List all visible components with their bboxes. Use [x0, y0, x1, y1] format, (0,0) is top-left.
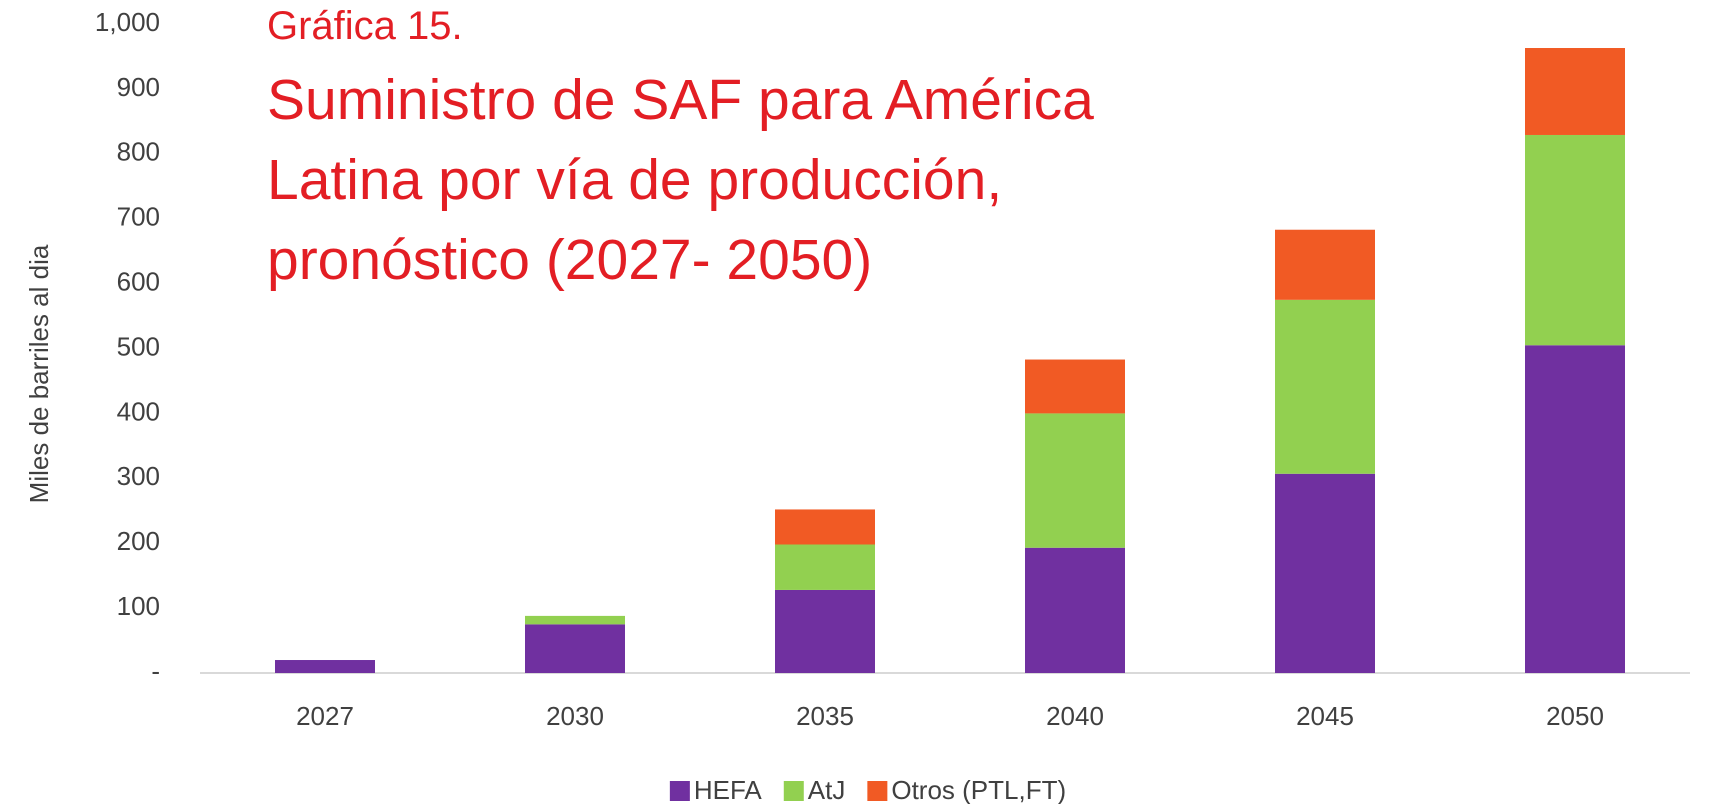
y-tick-label: 200 — [117, 526, 160, 556]
legend-label: AtJ — [808, 775, 846, 804]
bar-segment — [1525, 134, 1625, 346]
bar-segment — [1025, 547, 1125, 673]
x-tick-label: 2035 — [796, 701, 854, 731]
bar-segment — [1025, 359, 1125, 414]
bar-segment — [1275, 299, 1375, 474]
bar-segment — [525, 615, 625, 625]
legend-swatch — [783, 781, 804, 801]
x-tick-label: 2027 — [296, 701, 354, 731]
bar-segment — [1025, 413, 1125, 548]
bar-segment — [775, 589, 875, 673]
legend-label: Otros (PTL,FT) — [891, 775, 1066, 804]
x-tick-label: 2050 — [1546, 701, 1604, 731]
chart-title: Suministro de SAF para América Latina po… — [267, 68, 1094, 292]
bar-segment — [1275, 229, 1375, 300]
bar-segment — [275, 660, 375, 673]
bar-segment — [1525, 48, 1625, 135]
y-tick-label: 500 — [117, 331, 160, 361]
x-tick-label: 2040 — [1046, 701, 1104, 731]
legend-swatch — [669, 781, 690, 801]
y-tick-label: 600 — [117, 266, 160, 296]
chart-subtitle: Gráfica 15. — [267, 4, 463, 48]
x-tick-label: 2030 — [546, 701, 604, 731]
bar-segment — [525, 624, 625, 673]
y-tick-label: 100 — [117, 591, 160, 621]
y-tick-label: 800 — [117, 137, 160, 167]
y-tick-label: 1,000 — [95, 7, 160, 37]
bar-segment — [1275, 473, 1375, 673]
y-tick-label: 300 — [117, 461, 160, 491]
x-tick-label: 2045 — [1296, 701, 1354, 731]
legend-swatch — [867, 781, 888, 801]
y-tick-label: 900 — [117, 72, 160, 102]
y-tick-label: 400 — [117, 396, 160, 426]
y-axis-label: Miles de barriles al dia — [24, 244, 54, 503]
legend-label: HEFA — [694, 775, 763, 804]
bar-segment — [1525, 345, 1625, 673]
y-tick-label: - — [151, 656, 160, 686]
bar-segment — [775, 544, 875, 590]
y-tick-label: 700 — [117, 202, 160, 232]
bar-segment — [775, 509, 875, 545]
